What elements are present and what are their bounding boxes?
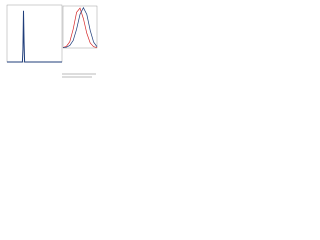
series-line (62, 6, 98, 48)
plot-frame (6, 4, 63, 63)
series-line (62, 7, 98, 48)
plot-frame (62, 5, 98, 49)
chart (6, 4, 98, 78)
series-line (7, 10, 62, 63)
page: {"chart_data": [ {"type": "line", "x": [… (0, 0, 320, 88)
